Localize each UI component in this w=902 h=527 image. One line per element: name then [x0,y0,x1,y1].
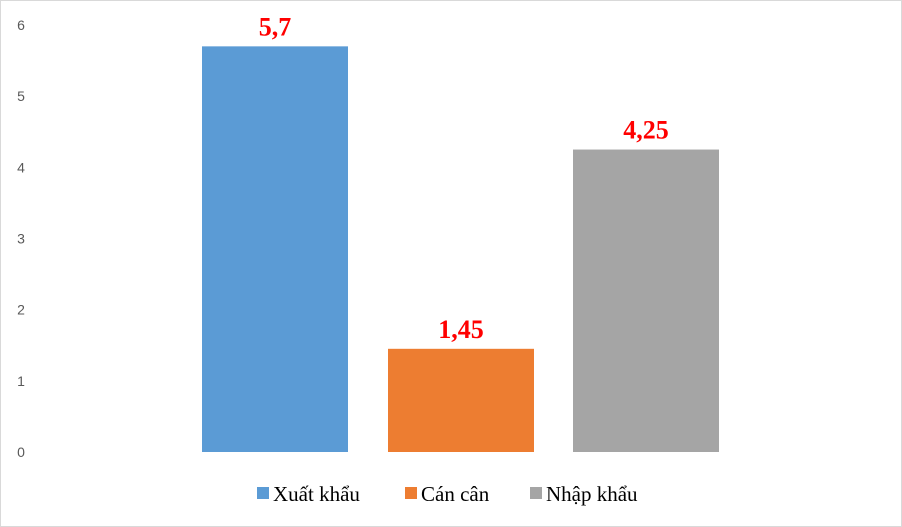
y-tick-label: 1 [17,373,25,389]
bar [202,46,348,452]
legend-label: Cán cân [421,482,490,506]
legend-swatch [405,487,417,499]
y-tick-label: 2 [17,302,25,318]
data-label: 5,7 [259,12,292,41]
bar [573,149,719,452]
y-tick-label: 6 [17,17,25,33]
y-axis: 0 1 2 3 4 5 6 [17,17,25,460]
bar [388,348,534,452]
legend-swatch [257,487,269,499]
y-tick-label: 0 [17,444,25,460]
legend: Xuất khẩu Cán cân Nhập khẩu [257,482,638,506]
y-tick-label: 3 [17,231,25,247]
data-label: 1,45 [438,315,484,344]
legend-label: Nhập khẩu [546,482,638,506]
data-label: 4,25 [623,116,669,145]
legend-label: Xuất khẩu [273,482,360,506]
data-labels: 5,7 1,45 4,25 [259,12,669,343]
y-tick-label: 5 [17,88,25,104]
y-tick-label: 4 [17,159,25,175]
bars [202,46,719,452]
legend-swatch [530,487,542,499]
